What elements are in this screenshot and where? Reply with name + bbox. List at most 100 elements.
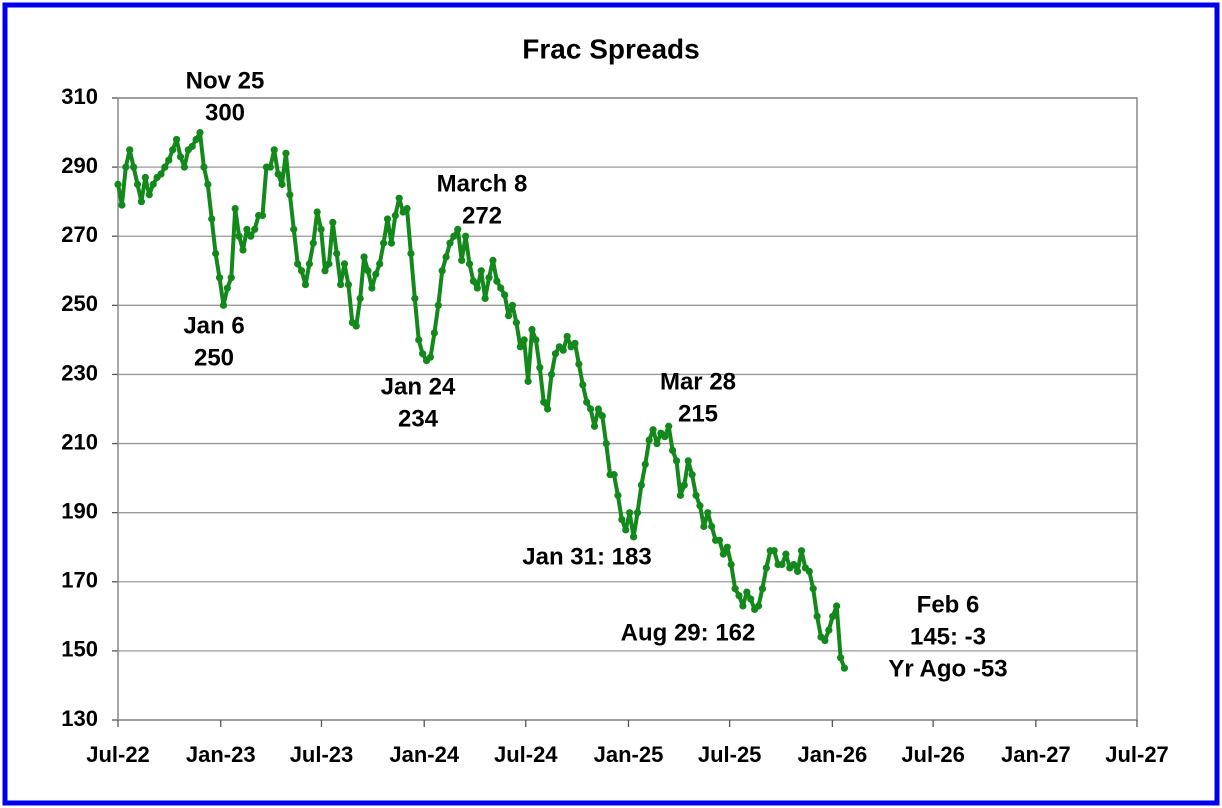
point	[743, 588, 751, 596]
annotation: March 8	[437, 170, 528, 197]
point	[313, 208, 321, 216]
y-tick-label: 270	[61, 222, 98, 247]
x-tick-label: Jan-26	[797, 742, 867, 767]
point	[477, 267, 485, 275]
point	[653, 439, 661, 448]
point	[274, 170, 282, 178]
point	[618, 515, 626, 524]
point	[192, 135, 200, 144]
point	[305, 260, 313, 268]
point	[536, 363, 544, 372]
point	[126, 146, 134, 154]
point	[508, 301, 517, 309]
point	[227, 274, 235, 282]
point	[727, 560, 735, 569]
point	[368, 284, 376, 292]
point	[204, 180, 212, 188]
point	[797, 547, 806, 555]
point	[212, 249, 220, 258]
point	[813, 612, 821, 620]
point	[708, 522, 716, 531]
y-tick-label: 190	[61, 498, 98, 523]
annotation: Mar 28	[660, 368, 736, 395]
point	[395, 194, 403, 202]
point	[836, 654, 845, 662]
y-tick-label: 310	[61, 84, 98, 109]
point	[731, 585, 739, 593]
point	[833, 602, 841, 610]
point	[297, 267, 306, 275]
point	[325, 260, 333, 268]
point	[278, 180, 286, 188]
point	[641, 460, 649, 468]
point	[266, 163, 274, 171]
point	[485, 274, 493, 282]
point	[747, 595, 755, 603]
annotation: 272	[462, 202, 502, 229]
point	[840, 664, 849, 672]
point	[762, 564, 770, 572]
point	[637, 481, 645, 489]
point	[481, 294, 489, 303]
point	[161, 163, 169, 171]
point	[684, 457, 692, 465]
point	[696, 502, 704, 510]
point	[672, 457, 681, 465]
point	[782, 550, 790, 558]
point	[434, 301, 442, 309]
annotation: Aug 29: 162	[621, 619, 756, 646]
point	[829, 612, 837, 620]
annotation: Jan 31: 183	[522, 543, 651, 570]
point	[133, 180, 142, 188]
point	[391, 211, 399, 220]
point	[793, 567, 802, 576]
point	[407, 249, 415, 258]
point	[442, 253, 450, 261]
point	[501, 291, 509, 299]
y-tick-label: 230	[61, 360, 98, 385]
point	[778, 560, 786, 569]
point	[622, 526, 630, 534]
point	[504, 312, 513, 320]
point	[145, 191, 153, 199]
point	[754, 602, 763, 610]
point	[626, 509, 634, 517]
point	[180, 163, 188, 171]
point	[805, 567, 813, 576]
point	[821, 636, 829, 645]
point	[419, 350, 427, 358]
point	[239, 246, 247, 254]
annotation: 250	[194, 344, 234, 371]
annotation: Jan 6	[183, 312, 244, 339]
point	[387, 239, 395, 247]
point	[438, 267, 446, 275]
point	[290, 225, 298, 233]
annotation: Feb 6	[917, 591, 980, 618]
point	[770, 547, 778, 555]
point	[809, 585, 817, 593]
point	[317, 225, 325, 233]
point	[165, 156, 173, 164]
annotation: 215	[678, 400, 718, 427]
point	[661, 433, 669, 441]
point	[473, 284, 481, 292]
point	[172, 135, 181, 144]
point	[223, 284, 231, 292]
point	[559, 346, 567, 354]
point	[372, 270, 380, 278]
point	[243, 225, 251, 233]
point	[579, 381, 587, 389]
y-tick-label: 130	[61, 706, 98, 731]
point	[215, 274, 224, 282]
x-tick-label: Jul-27	[1105, 742, 1169, 767]
annotation: 300	[205, 99, 245, 126]
point	[469, 277, 478, 285]
point	[516, 343, 524, 351]
point	[676, 491, 685, 499]
point	[282, 149, 290, 157]
point	[735, 592, 743, 600]
point	[563, 332, 571, 341]
point	[122, 163, 130, 171]
point	[590, 422, 599, 430]
